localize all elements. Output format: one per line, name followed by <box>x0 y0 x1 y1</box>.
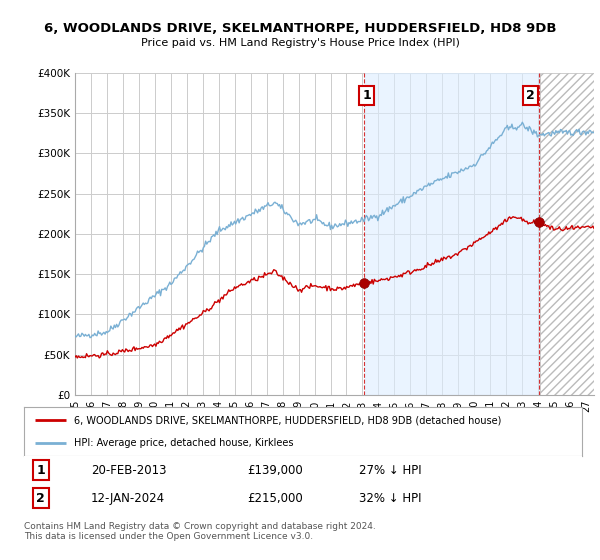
Text: 2: 2 <box>37 492 45 505</box>
Text: 1: 1 <box>37 464 45 477</box>
Text: Price paid vs. HM Land Registry's House Price Index (HPI): Price paid vs. HM Land Registry's House … <box>140 38 460 48</box>
Text: 6, WOODLANDS DRIVE, SKELMANTHORPE, HUDDERSFIELD, HD8 9DB (detached house): 6, WOODLANDS DRIVE, SKELMANTHORPE, HUDDE… <box>74 416 502 426</box>
Text: £215,000: £215,000 <box>247 492 303 505</box>
Text: Contains HM Land Registry data © Crown copyright and database right 2024.
This d: Contains HM Land Registry data © Crown c… <box>24 522 376 542</box>
Text: 20-FEB-2013: 20-FEB-2013 <box>91 464 166 477</box>
Text: 12-JAN-2024: 12-JAN-2024 <box>91 492 165 505</box>
Text: 6, WOODLANDS DRIVE, SKELMANTHORPE, HUDDERSFIELD, HD8 9DB: 6, WOODLANDS DRIVE, SKELMANTHORPE, HUDDE… <box>44 22 556 35</box>
Text: HPI: Average price, detached house, Kirklees: HPI: Average price, detached house, Kirk… <box>74 438 294 448</box>
Text: 1: 1 <box>362 89 371 102</box>
Text: £139,000: £139,000 <box>247 464 303 477</box>
Text: 32% ↓ HPI: 32% ↓ HPI <box>359 492 421 505</box>
Text: 2: 2 <box>526 89 535 102</box>
Text: 27% ↓ HPI: 27% ↓ HPI <box>359 464 421 477</box>
